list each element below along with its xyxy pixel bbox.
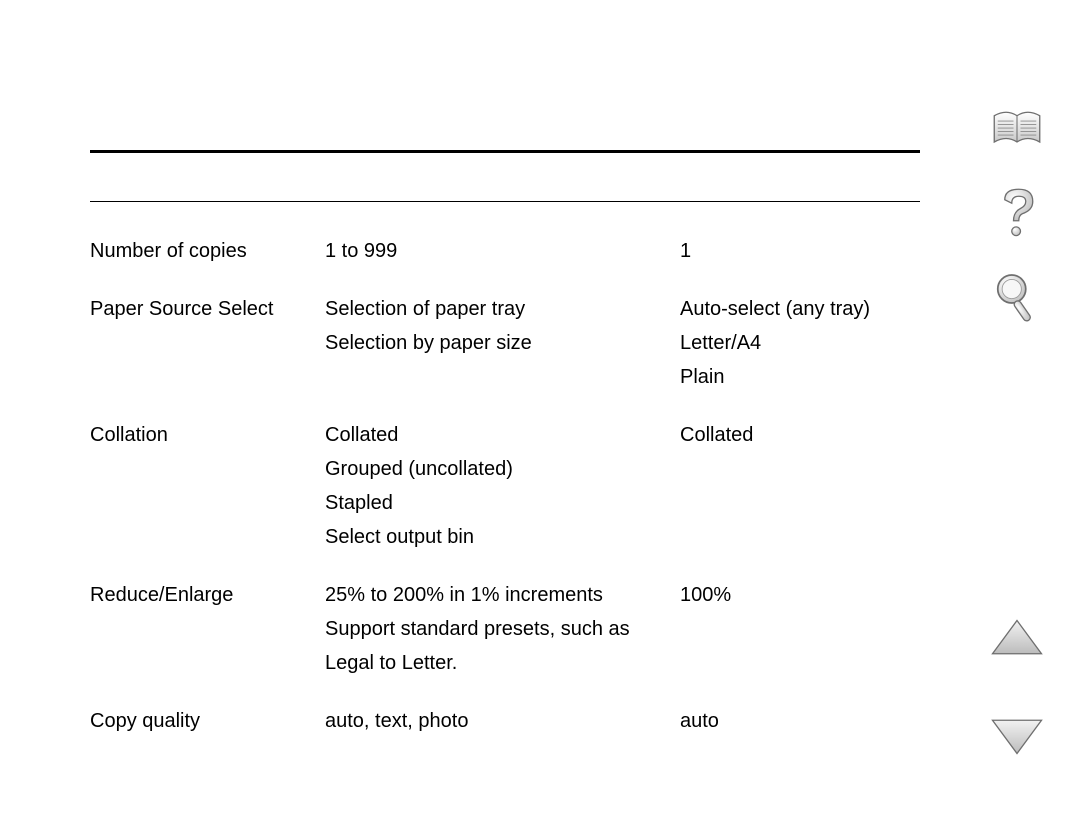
book-icon[interactable] — [989, 100, 1045, 156]
table-row: Paper Source Select Selection of paper t… — [90, 280, 920, 406]
prev-page-icon[interactable] — [989, 610, 1045, 666]
options-cell: Support standard presets, such as Legal … — [325, 612, 680, 692]
sidebar-tools — [982, 100, 1052, 324]
default-cell: 100% — [680, 566, 920, 612]
feature-cell: Copy quality — [90, 692, 325, 750]
feature-cell: Paper Source Select — [90, 280, 325, 326]
table-row: Collation Collated Collated Grouped (unc… — [90, 406, 920, 566]
default-cell: Auto-select (any tray) — [680, 280, 920, 326]
table-row: Number of copies 1 to 999 1 — [90, 222, 920, 280]
default-cell: Letter/A4 — [680, 326, 920, 360]
table-row: Reduce/Enlarge 25% to 200% in 1% increme… — [90, 566, 920, 692]
table-header-rule — [90, 201, 920, 202]
options-cell: auto, text, photo — [325, 692, 680, 750]
options-cell: Select output bin — [325, 520, 680, 566]
feature-cell: Collation — [90, 406, 325, 452]
options-cell: Selection by paper size — [325, 326, 680, 360]
next-page-icon[interactable] — [989, 708, 1045, 764]
default-cell: 1 — [680, 222, 920, 280]
options-cell: 1 to 999 — [325, 222, 680, 280]
table-row: Copy quality auto, text, photo auto — [90, 692, 920, 750]
feature-cell: Number of copies — [90, 222, 325, 280]
spec-table-region: Number of copies 1 to 999 1 Paper Source… — [90, 150, 920, 750]
spec-table: Number of copies 1 to 999 1 Paper Source… — [90, 222, 920, 750]
options-cell: Selection of paper tray — [325, 280, 680, 326]
section-divider-thick — [90, 150, 920, 153]
default-cell: Plain — [680, 360, 920, 406]
page-nav — [982, 610, 1052, 764]
options-cell: Grouped (uncollated) — [325, 452, 680, 486]
question-icon[interactable] — [989, 184, 1045, 240]
options-cell: Stapled — [325, 486, 680, 520]
default-cell: auto — [680, 692, 920, 750]
document-page: Number of copies 1 to 999 1 Paper Source… — [0, 0, 1080, 834]
default-cell: Collated — [680, 406, 920, 452]
feature-cell: Reduce/Enlarge — [90, 566, 325, 612]
magnifier-icon[interactable] — [989, 268, 1045, 324]
options-cell: 25% to 200% in 1% increments — [325, 566, 680, 612]
options-cell: Collated — [325, 406, 680, 452]
